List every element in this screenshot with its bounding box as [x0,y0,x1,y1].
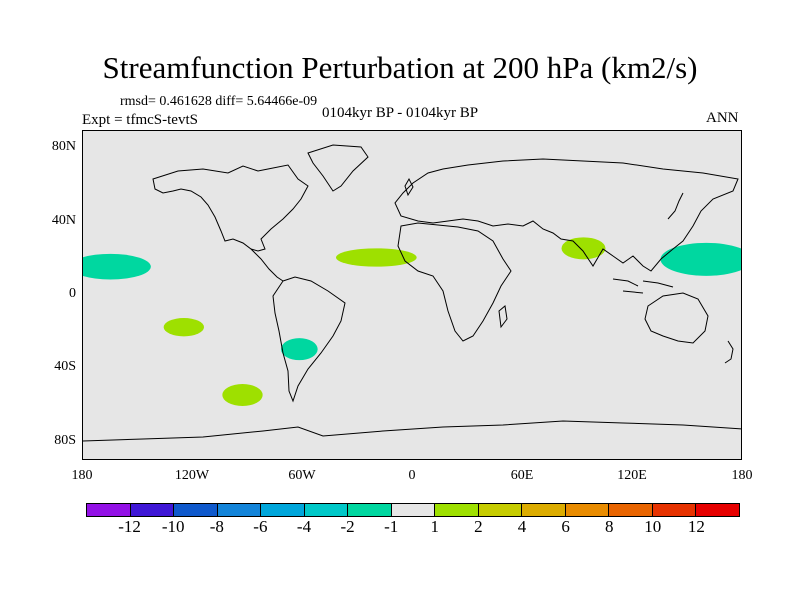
legend-label-5: -2 [340,517,355,536]
map-canvas [83,131,741,459]
anomaly-pacific-east-hemisphere-neg [660,242,741,276]
lat-tick-40n: 40N [51,212,76,228]
legend-swatch-8 [435,504,479,516]
africa-coast [397,222,512,342]
color-legend [86,503,740,517]
legend-label-6: -1 [384,517,399,536]
legend-swatch-2 [174,504,218,516]
anomaly-sahara-pos [336,248,417,267]
legend-label-4: -4 [296,517,312,536]
north-america-coast [152,164,309,252]
legend-label-3: -6 [253,517,268,536]
lon-tick-0-3: 0 [408,468,416,483]
legend-swatch-4 [261,504,305,516]
japan-coast [667,192,684,220]
lon-tick-60w-2: 60W [288,468,316,483]
lon-tick-120e-5: 120E [617,468,647,483]
legend-label-11: 8 [604,517,614,536]
greenland-coast [307,144,369,192]
australia-coast [644,292,709,344]
legend-swatch-0 [87,504,131,516]
legend-swatch-10 [522,504,566,516]
legend-swatch-3 [217,504,262,516]
lat-tick-80s: 80S [54,432,76,448]
antarctica-coast [83,420,741,442]
lon-tick-120w-1: 120W [174,468,210,483]
lat-tick-0: 0 [69,286,76,301]
chart-title: Streamfunction Perturbation at 200 hPa (… [102,50,698,85]
legend-label-12: 10 [644,517,662,536]
legend-label-8: 2 [474,517,483,536]
uk-coast [404,177,414,197]
anomaly-south-america-neg [281,338,318,361]
legend-swatch-11 [565,504,610,516]
anomaly-southern-ocean-pos [222,384,263,406]
legend-label-1: -10 [161,517,185,536]
anomaly-pacific-west-hemisphere-neg [83,253,151,280]
anomaly-layer [83,237,741,406]
legend-swatch-12 [609,504,653,516]
central-america-coast [250,248,284,282]
madagascar-coast [498,305,508,329]
lat-tick-40s: 40S [54,359,76,375]
lon-tick-180-6: 180 [731,468,753,483]
legend-label-13: 12 [687,517,705,536]
legend-swatch-6 [348,504,392,516]
legend-label-9: 4 [517,517,527,536]
indonesia-coast [612,278,674,294]
world-map [82,130,742,460]
new-zealand-coast [724,340,734,364]
legend-label-7: 1 [430,517,440,536]
anomaly-south-asia-pos [561,237,606,260]
coastline-layer [83,144,741,442]
anomaly-south-pacific-pos [163,318,204,337]
period-label: 0104kyr BP - 0104kyr BP [322,105,479,121]
season-label: ANN [706,110,739,126]
south-america-coast [272,276,346,403]
legend-swatch-5 [304,504,349,516]
eurasia-coast [394,158,739,272]
legend-label-2: -8 [209,517,224,536]
legend-swatch-14 [696,504,739,516]
legend-label-0: -12 [118,517,141,536]
map-background [83,131,741,459]
legend-swatch-1 [130,504,175,516]
experiment-label: Expt = tfmcS-tevtS [82,112,198,128]
lon-tick-60e-4: 60E [510,468,534,483]
lon-tick-180-0: 180 [71,468,93,483]
stats-line: rmsd= 0.461628 diff= 5.64466e-09 [120,94,318,109]
legend-swatch-9 [478,504,523,516]
legend-label-10: 6 [561,517,570,536]
lat-tick-80n: 80N [51,139,76,155]
legend-swatch-13 [652,504,697,516]
legend-swatch-7 [391,504,436,516]
